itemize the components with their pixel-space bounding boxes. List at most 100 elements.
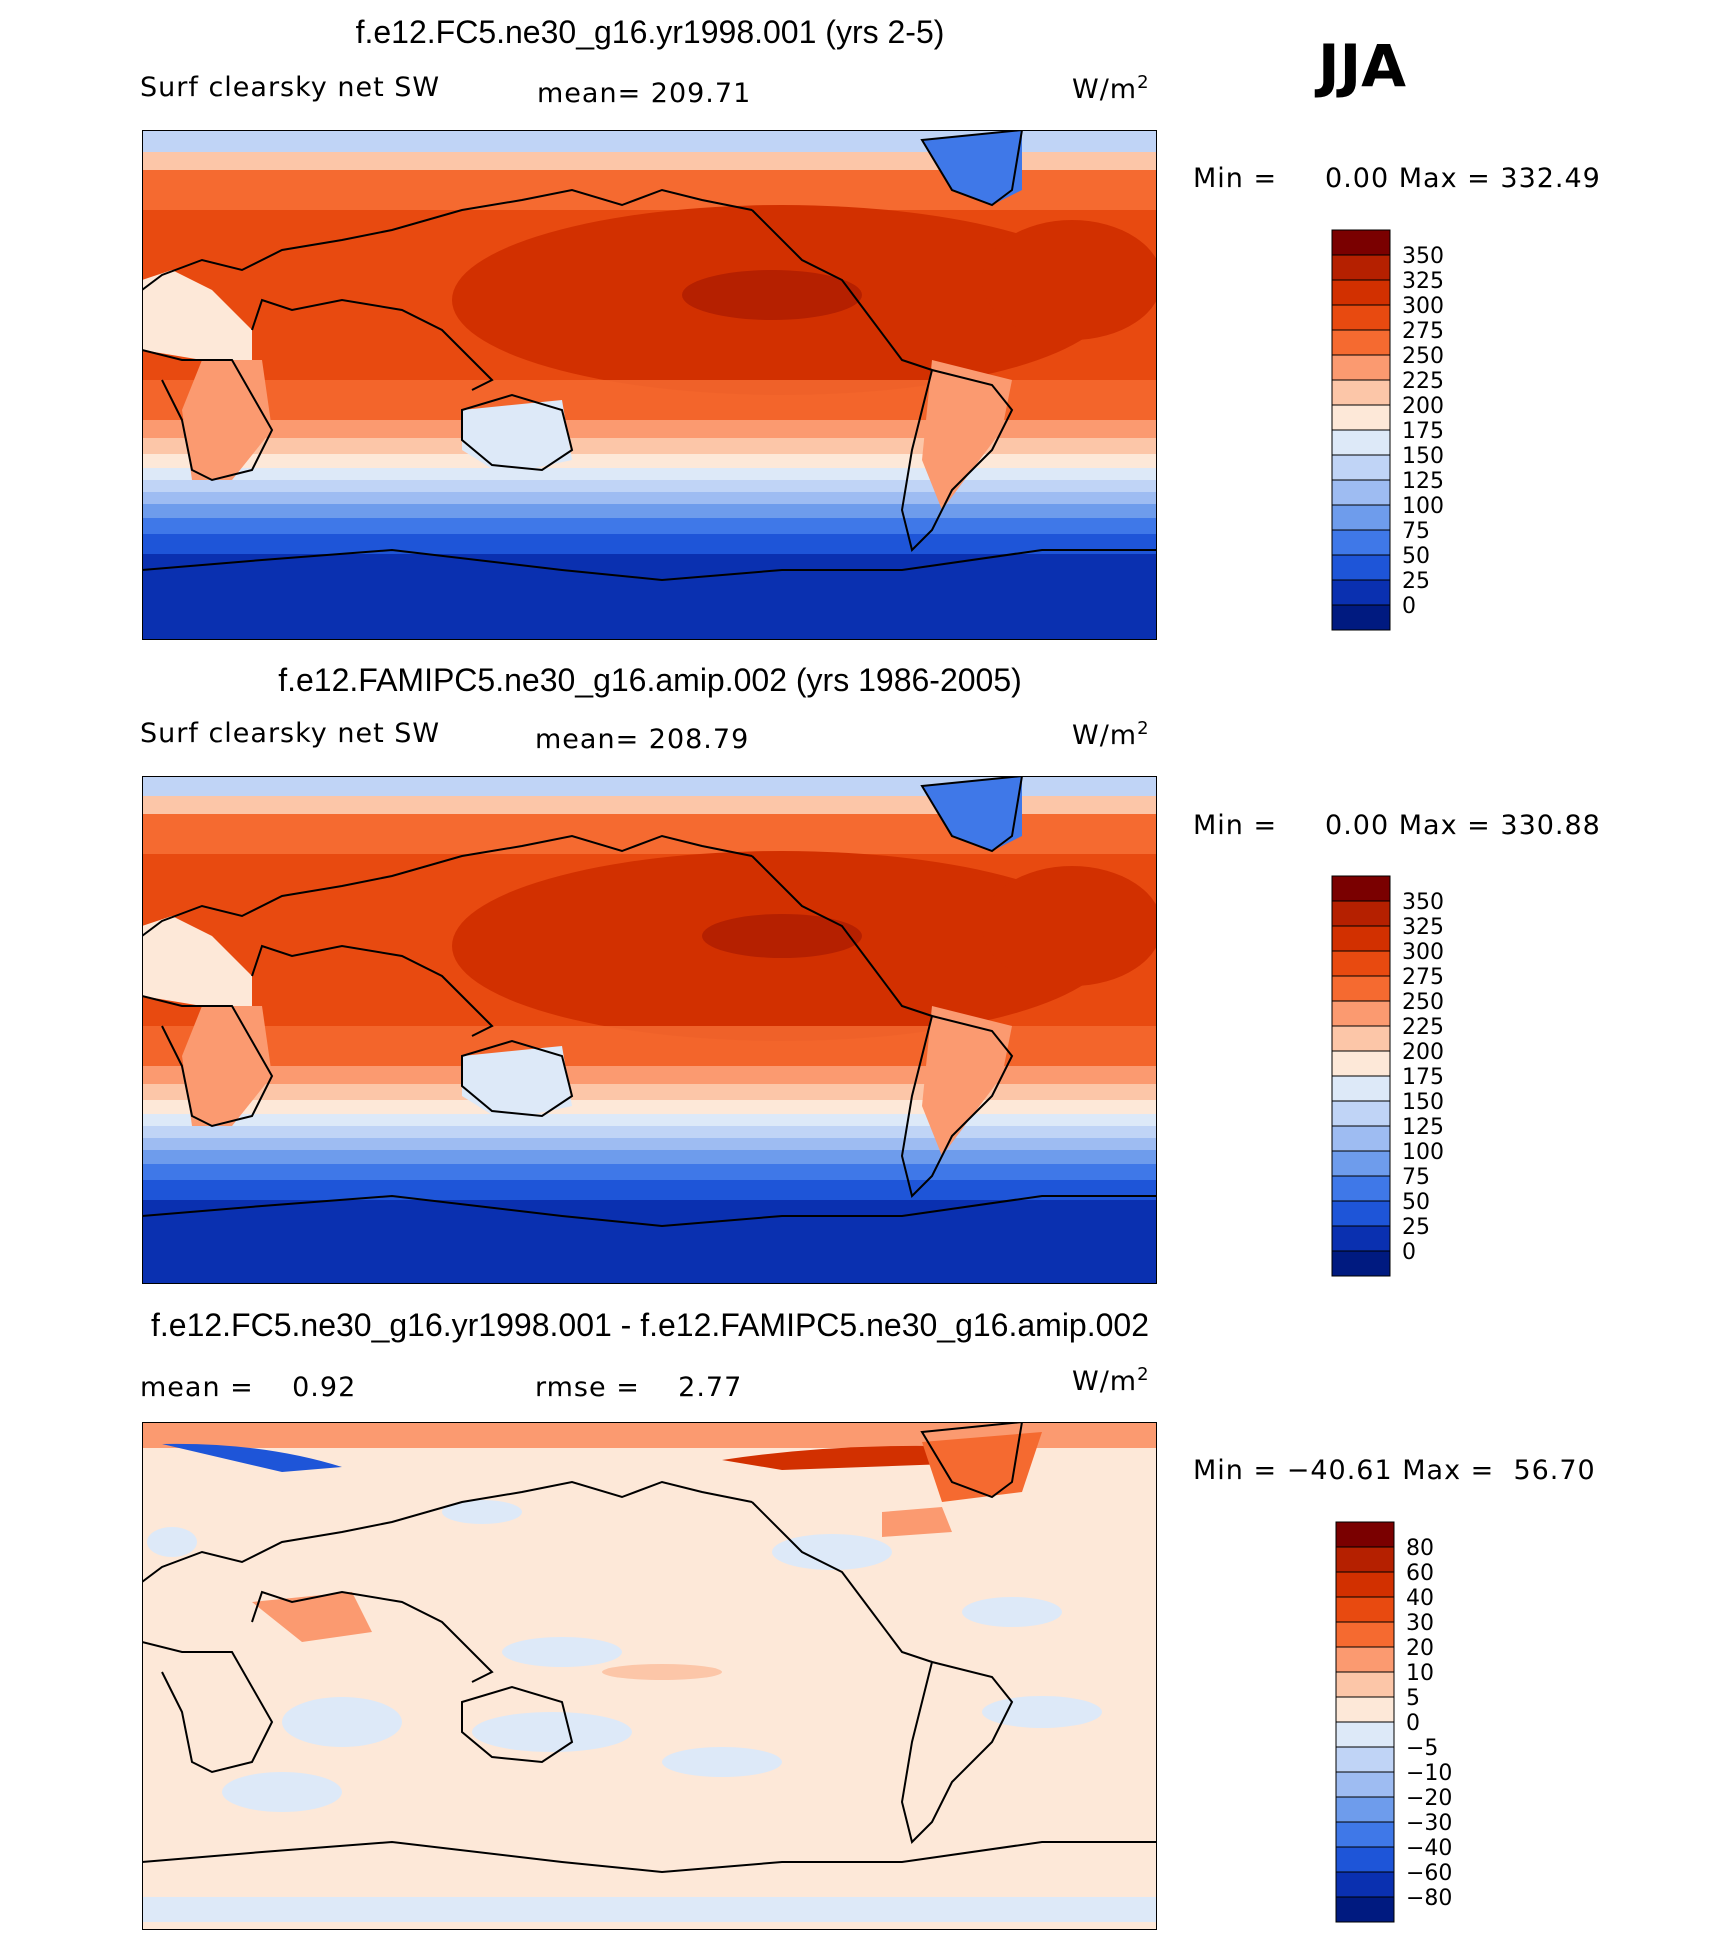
colorbar-swatch (1331, 950, 1391, 977)
colorbar-swatch (1331, 304, 1391, 331)
colorbar-swatch (1335, 1646, 1395, 1673)
colorbar-swatch (1335, 1671, 1395, 1698)
colorbar-level-label: 80 (1406, 1536, 1434, 1561)
colorbar-swatch (1331, 1050, 1391, 1077)
colorbar-swatch (1331, 229, 1391, 256)
panel-2-units: W/m2 (1072, 718, 1150, 751)
colorbar-level-label: 75 (1402, 1165, 1430, 1190)
colorbar-level-label: 350 (1402, 244, 1444, 269)
panel-2-min-max: Min = 0.00 Max = 330.88 (1193, 810, 1601, 841)
colorbar-level-label: −20 (1406, 1786, 1452, 1811)
colorbar-level-label: 25 (1402, 1215, 1430, 1240)
colorbar-swatch (1331, 1025, 1391, 1052)
colorbar-swatch (1335, 1871, 1395, 1898)
panel-2-variable: Surf clearsky net SW (140, 718, 441, 749)
colorbar-level-label: 125 (1402, 469, 1444, 494)
colorbar-level-label: 0 (1406, 1711, 1420, 1736)
colorbar-swatch (1331, 254, 1391, 281)
colorbar-swatch (1335, 1596, 1395, 1623)
panel-2-mean: mean= 208.79 (535, 724, 750, 755)
colorbar-swatch (1331, 554, 1391, 581)
colorbar-swatch (1331, 1200, 1391, 1227)
colorbar-swatch (1331, 1100, 1391, 1127)
colorbar-swatch (1335, 1746, 1395, 1773)
colorbar-level-label: 150 (1402, 1090, 1444, 1115)
colorbar-level-label: −30 (1406, 1811, 1452, 1836)
colorbar-level-label: 40 (1406, 1586, 1434, 1611)
colorbar-swatch (1331, 1075, 1391, 1102)
colorbar-swatch (1335, 1846, 1395, 1873)
colorbar-swatch (1331, 479, 1391, 506)
panel-1-units: W/m2 (1072, 72, 1150, 105)
colorbar-level-label: 0 (1402, 1240, 1416, 1265)
colorbar-level-label: −5 (1406, 1736, 1438, 1761)
colorbar-level-label: 5 (1406, 1686, 1420, 1711)
colorbar-swatch (1331, 1175, 1391, 1202)
colorbar-level-label: 275 (1402, 319, 1444, 344)
colorbar-level-label: 250 (1402, 344, 1444, 369)
colorbar-level-label: 50 (1402, 544, 1430, 569)
colorbar-level-label: 250 (1402, 990, 1444, 1015)
colorbar-level-label: 350 (1402, 890, 1444, 915)
panel-2-title: f.e12.FAMIPC5.ne30_g16.amip.002 (yrs 198… (278, 662, 1022, 698)
colorbar-swatch (1331, 329, 1391, 356)
panel-1-variable: Surf clearsky net SW (140, 72, 441, 103)
panel-1-map (142, 130, 1157, 640)
colorbar-swatch (1331, 454, 1391, 481)
colorbar-level-label: 275 (1402, 965, 1444, 990)
colorbar-level-label: −60 (1406, 1861, 1452, 1886)
colorbar-swatch (1331, 975, 1391, 1002)
colorbar-level-label: 200 (1402, 394, 1444, 419)
colorbar-swatch (1335, 1546, 1395, 1573)
colorbar-level-label: 30 (1406, 1611, 1434, 1636)
colorbar-swatch (1335, 1621, 1395, 1648)
colorbar-level-label: −10 (1406, 1761, 1452, 1786)
colorbar-swatch (1335, 1796, 1395, 1823)
colorbar-swatch (1331, 404, 1391, 431)
colorbar-level-label: 20 (1406, 1636, 1434, 1661)
colorbar-swatch (1331, 925, 1391, 952)
colorbar-level-label: 0 (1402, 594, 1416, 619)
colorbar-swatch (1331, 1000, 1391, 1027)
colorbar-swatch (1331, 604, 1391, 631)
colorbar-swatch (1331, 529, 1391, 556)
colorbar-level-label: 175 (1402, 1065, 1444, 1090)
colorbar-swatch (1331, 1150, 1391, 1177)
panel-1-mean: mean= 209.71 (537, 78, 752, 109)
colorbar-level-label: 100 (1402, 494, 1444, 519)
colorbar-swatch (1331, 504, 1391, 531)
panel-3-map (142, 1422, 1157, 1930)
colorbar-level-label: 10 (1406, 1661, 1434, 1686)
colorbar-swatch (1331, 900, 1391, 927)
colorbar-level-label: 175 (1402, 419, 1444, 444)
colorbar-swatch (1331, 429, 1391, 456)
colorbar-swatch (1331, 1225, 1391, 1252)
colorbar-level-label: −40 (1406, 1836, 1452, 1861)
panel-1-title: f.e12.FC5.ne30_g16.yr1998.001 (yrs 2-5) (355, 14, 945, 50)
panel-1-min-max: Min = 0.00 Max = 332.49 (1193, 163, 1601, 194)
colorbar-level-label: 200 (1402, 1040, 1444, 1065)
panel-3-units: W/m2 (1072, 1364, 1150, 1397)
colorbar-level-label: 25 (1402, 569, 1430, 594)
colorbar-level-label: 300 (1402, 294, 1444, 319)
colorbar-swatch (1335, 1571, 1395, 1598)
colorbar-level-label: 225 (1402, 1015, 1444, 1040)
colorbar-swatch (1335, 1821, 1395, 1848)
colorbar-swatch (1331, 1250, 1391, 1277)
colorbar-swatch (1331, 579, 1391, 606)
panel-3-title: f.e12.FC5.ne30_g16.yr1998.001 - f.e12.FA… (150, 1307, 1149, 1343)
colorbar-swatch (1331, 279, 1391, 306)
colorbar-level-label: 225 (1402, 369, 1444, 394)
panel-3-min-max: Min = −40.61 Max = 56.70 (1193, 1455, 1596, 1486)
colorbar-swatch (1335, 1721, 1395, 1748)
colorbar-level-label: 50 (1402, 1190, 1430, 1215)
colorbar-swatch (1331, 1125, 1391, 1152)
colorbar-level-label: 125 (1402, 1115, 1444, 1140)
colorbar-swatch (1335, 1896, 1395, 1923)
colorbar-swatch (1331, 379, 1391, 406)
colorbar-level-label: 150 (1402, 444, 1444, 469)
panel-3-mean: mean = 0.92 (140, 1372, 357, 1403)
